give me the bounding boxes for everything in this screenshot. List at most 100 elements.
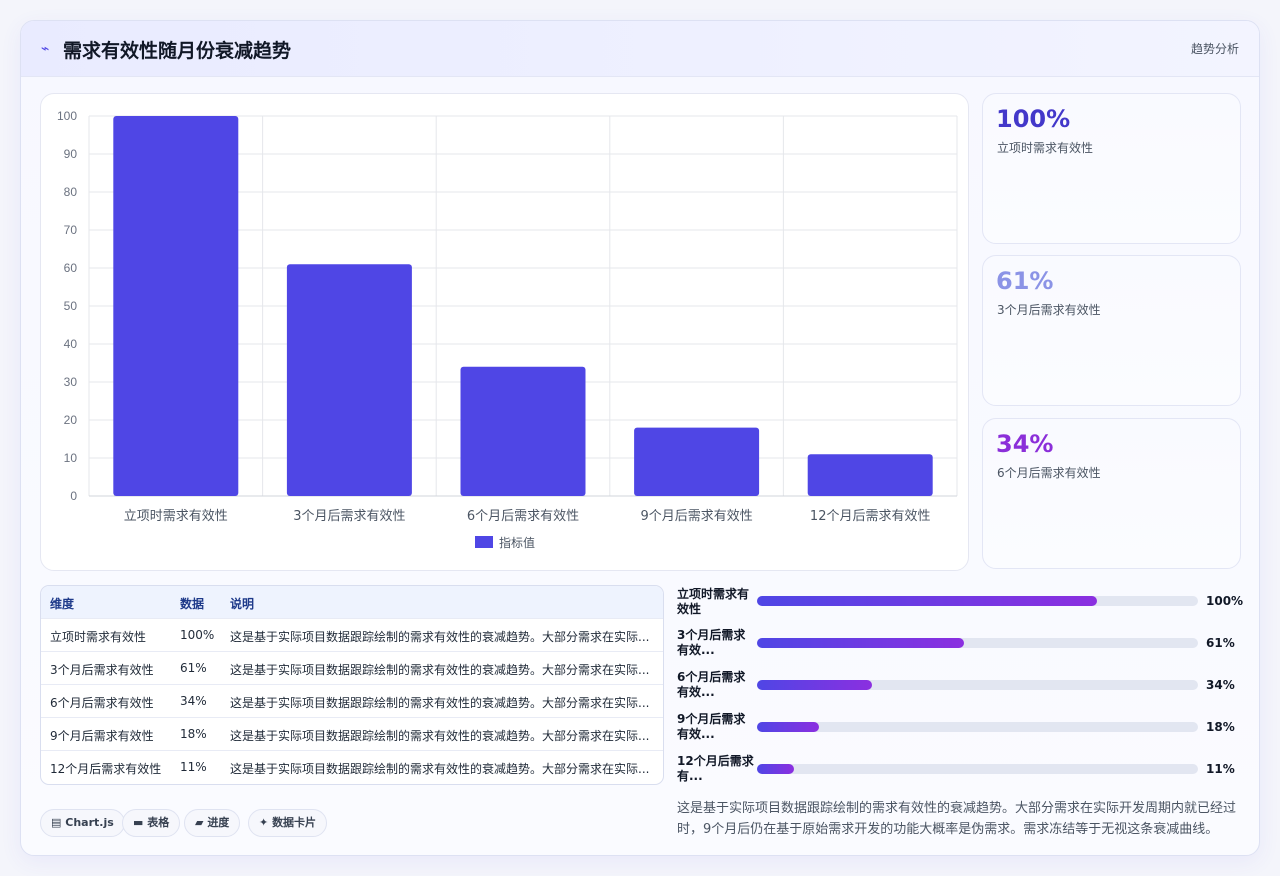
y-tick-label: 40 <box>64 337 78 351</box>
chart-icon: ▤ <box>51 816 62 829</box>
progress-row-4: 12个月后需求有... 11% <box>677 754 1247 788</box>
stat-value: 61% <box>996 267 1054 295</box>
sparkle-icon: ✦ <box>259 816 269 829</box>
progress-row-0: 立项时需求有效性 100% <box>677 587 1247 621</box>
progress-label: 立项时需求有效性 <box>677 587 750 616</box>
table-cell: 61% <box>180 661 207 675</box>
table-cell: 这是基于实际项目数据跟踪绘制的需求有效性的衰减趋势。大部分需求在实际... <box>230 762 650 776</box>
stat-card-2: 34% 6个月后需求有效性 <box>982 418 1241 569</box>
table-cell: 立项时需求有效性 <box>50 630 147 644</box>
data-card-pill[interactable]: ✦ 数据卡片 <box>248 809 328 837</box>
progress-track <box>757 596 1198 606</box>
chartjs-pill[interactable]: ▤ Chart.js <box>40 809 125 837</box>
progress-row-2: 6个月后需求有效... 34% <box>677 670 1247 704</box>
progress-fill <box>757 638 965 648</box>
column-header-data: 数据 <box>180 597 205 611</box>
progress-label: 12个月后需求有... <box>677 754 754 783</box>
trend-icon: ⌁ <box>41 41 50 57</box>
dashboard-card: ⌁ 需求有效性随月份衰减趋势 趋势分析 0 10 20 30 40 50 60 70 80 90 1… <box>20 20 1260 856</box>
bar <box>634 427 760 496</box>
progress-track <box>757 764 1198 774</box>
bar-chart-panel: 0 10 20 30 40 50 60 70 80 90 100 立项时需求有效性 3个月后需求有效性 6… <box>40 93 969 571</box>
description-text: 这是基于实际项目数据跟踪绘制的需求有效性的衰减趋势。大部分需求在实际开发周期内就… <box>677 801 1237 837</box>
y-tick-label: 30 <box>64 375 78 389</box>
table-cell: 6个月后需求有效性 <box>50 696 154 710</box>
table-cell: 18% <box>180 727 207 741</box>
progress-fill <box>757 764 795 774</box>
progress-track <box>757 722 1198 732</box>
x-tick-label: 9个月后需求有效性 <box>640 509 752 524</box>
y-tick-label: 90 <box>64 147 78 161</box>
table-row: 6个月后需求有效性 34% 这是基于实际项目数据跟踪绘制的需求有效性的衰减趋势。… <box>41 685 663 718</box>
bar <box>807 454 933 496</box>
stat-card-0: 100% 立项时需求有效性 <box>982 93 1241 244</box>
table-cell: 这是基于实际项目数据跟踪绘制的需求有效性的衰减趋势。大部分需求在实际... <box>230 696 650 710</box>
table-cell: 12个月后需求有效性 <box>50 762 162 776</box>
table-cell: 100% <box>180 628 215 642</box>
pill-label: 表格 <box>147 816 170 829</box>
x-tick-label: 12个月后需求有效性 <box>810 509 931 524</box>
legend-label: 指标值 <box>499 535 535 550</box>
bar <box>113 116 239 496</box>
table-row: 12个月后需求有效性 11% 这是基于实际项目数据跟踪绘制的需求有效性的衰减趋势… <box>41 751 663 784</box>
progress-fill <box>757 596 1097 606</box>
y-tick-label: 60 <box>64 261 78 275</box>
x-tick-label: 6个月后需求有效性 <box>467 509 579 524</box>
x-tick-label: 立项时需求有效性 <box>124 509 228 524</box>
stat-label: 3个月后需求有效性 <box>997 303 1101 317</box>
y-tick-label: 50 <box>64 299 78 313</box>
progress-label: 6个月后需求有效... <box>677 670 746 699</box>
progress-label: 9个月后需求有效... <box>677 712 746 741</box>
legend-swatch <box>475 536 493 548</box>
progress-value: 11% <box>1206 762 1235 776</box>
data-table: 维度 数据 说明 立项时需求有效性 100% 这是基于实际项目数据跟踪绘制的需求… <box>40 585 664 785</box>
table-cell: 这是基于实际项目数据跟踪绘制的需求有效性的衰减趋势。大部分需求在实际... <box>230 729 650 743</box>
column-header-dimension: 维度 <box>50 597 75 611</box>
pill-label: Chart.js <box>65 816 114 829</box>
pill-label: 进度 <box>207 816 230 829</box>
bar <box>460 366 586 496</box>
table-row: 9个月后需求有效性 18% 这是基于实际项目数据跟踪绘制的需求有效性的衰减趋势。… <box>41 718 663 751</box>
table-cell: 11% <box>180 760 207 774</box>
y-tick-label: 100 <box>57 109 77 123</box>
table-row: 立项时需求有效性 100% 这是基于实际项目数据跟踪绘制的需求有效性的衰减趋势。… <box>41 619 663 652</box>
progress-track <box>757 680 1198 690</box>
progress-icon: ▰ <box>195 816 204 829</box>
progress-fill <box>757 680 872 690</box>
progress-value: 61% <box>1206 636 1235 650</box>
bar-chart: 0 10 20 30 40 50 60 70 80 90 100 立项时需求有效性 3个月后需求有效性 6… <box>57 109 958 550</box>
table-cell: 34% <box>180 694 207 708</box>
header-tag: 趋势分析 <box>1190 42 1239 56</box>
stat-value: 100% <box>996 105 1071 133</box>
y-tick-label: 70 <box>64 223 78 237</box>
table-cell: 这是基于实际项目数据跟踪绘制的需求有效性的衰减趋势。大部分需求在实际... <box>230 630 650 644</box>
stat-label: 6个月后需求有效性 <box>997 466 1101 480</box>
table-icon: ▬ <box>133 816 144 829</box>
progress-value: 100% <box>1206 594 1244 608</box>
progress-value: 34% <box>1206 678 1235 692</box>
table-cell: 这是基于实际项目数据跟踪绘制的需求有效性的衰减趋势。大部分需求在实际... <box>230 663 650 677</box>
progress-row-1: 3个月后需求有效... 61% <box>677 628 1247 662</box>
progress-pill[interactable]: ▰ 进度 <box>184 809 241 837</box>
stat-value: 34% <box>996 430 1054 458</box>
table-pill[interactable]: ▬ 表格 <box>122 809 181 837</box>
stat-card-1: 61% 3个月后需求有效性 <box>982 255 1241 406</box>
y-tick-label: 80 <box>64 185 78 199</box>
bar <box>286 264 412 496</box>
pill-label: 数据卡片 <box>272 816 317 829</box>
table-cell: 9个月后需求有效性 <box>50 729 154 743</box>
table-header-row: 维度 数据 说明 <box>41 586 663 619</box>
progress-label: 3个月后需求有效... <box>677 628 746 657</box>
column-header-note: 说明 <box>230 597 255 611</box>
y-tick-label: 20 <box>64 413 78 427</box>
progress-row-3: 9个月后需求有效... 18% <box>677 712 1247 746</box>
progress-fill <box>757 722 819 732</box>
y-tick-label: 0 <box>70 489 77 503</box>
table-cell: 3个月后需求有效性 <box>50 663 154 677</box>
card-header: ⌁ 需求有效性随月份衰减趋势 趋势分析 <box>21 21 1259 77</box>
table-row: 3个月后需求有效性 61% 这是基于实际项目数据跟踪绘制的需求有效性的衰减趋势。… <box>41 652 663 685</box>
progress-value: 18% <box>1206 720 1235 734</box>
stat-label: 立项时需求有效性 <box>997 141 1094 155</box>
x-tick-label: 3个月后需求有效性 <box>293 509 405 524</box>
page-title: 需求有效性随月份衰减趋势 <box>63 40 292 62</box>
